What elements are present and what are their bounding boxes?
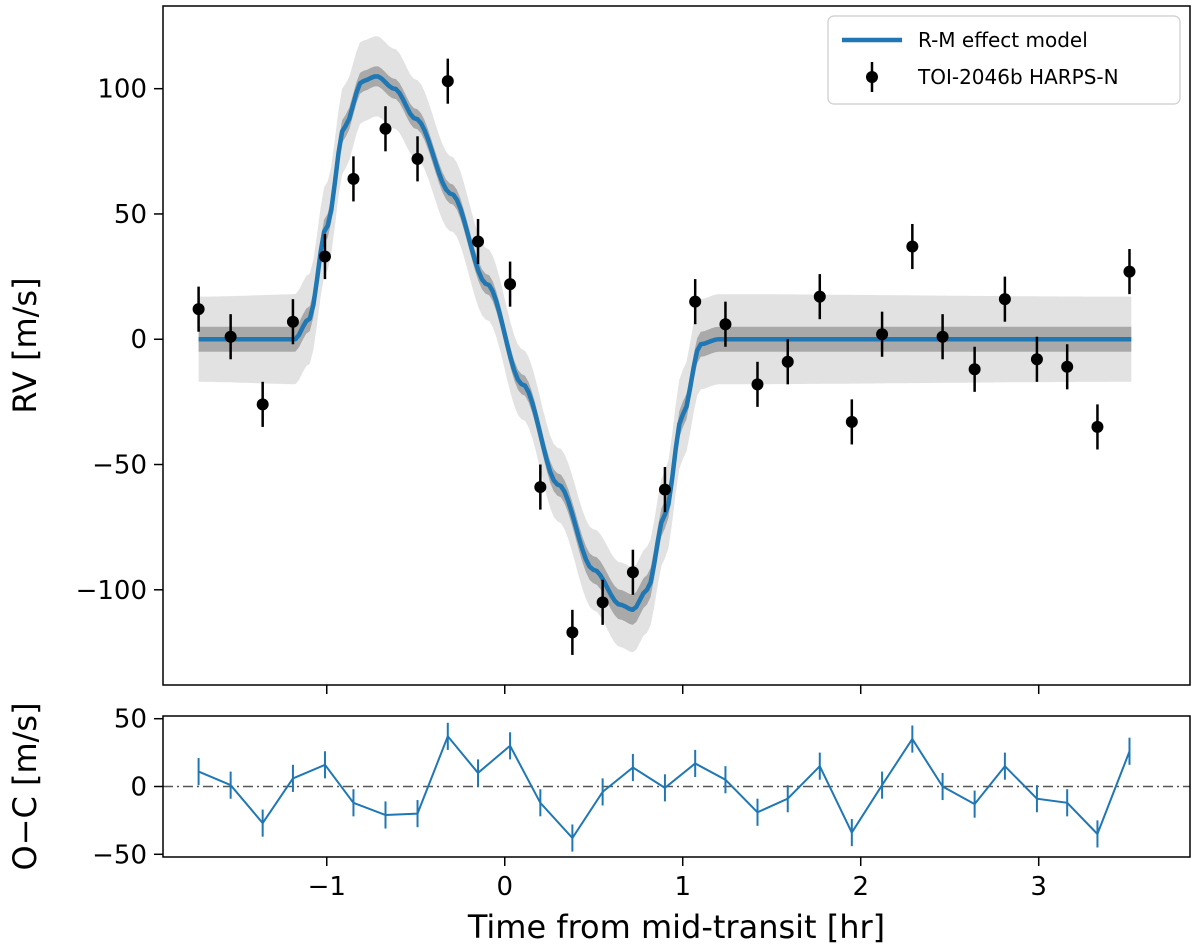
- x-tick-label: 3: [1030, 872, 1047, 902]
- y-tick-label: −100: [76, 576, 147, 606]
- model-uncertainty-bands: [198, 36, 1132, 653]
- rv-data-point: [689, 295, 702, 308]
- rv-data-point: [719, 318, 732, 331]
- legend: R-M effect model TOI-2046b HARPS-N: [827, 15, 1181, 105]
- residual-series: [197, 722, 1131, 852]
- residual-panel: −50 0 50 −1 0 1 2 3 O−C [m/s] Time from mid-tr…: [6, 702, 1191, 946]
- rv-data-point: [596, 596, 609, 609]
- residual-y-tick-label: 50: [114, 705, 147, 735]
- x-tick-label: 2: [852, 872, 869, 902]
- x-tick-label: −1: [308, 872, 346, 902]
- x-tick-label: 0: [496, 872, 513, 902]
- legend-model-label: R-M effect model: [918, 28, 1088, 52]
- residual-y-ticks: −50 0 50: [92, 705, 163, 870]
- rv-data-point: [813, 290, 826, 303]
- y-tick-label: 0: [130, 325, 147, 355]
- rv-data-point: [1061, 360, 1074, 373]
- rv-data-point: [534, 481, 547, 494]
- x-axis-label: Time from mid-transit [hr]: [467, 908, 885, 946]
- rv-data-point: [1091, 420, 1104, 433]
- rm-model-curve: [198, 74, 1132, 613]
- rv-data-point: [379, 122, 392, 135]
- rv-data-point: [411, 152, 424, 165]
- rv-data-point: [318, 250, 331, 263]
- legend-data-marker: [866, 71, 878, 83]
- residual-panel-frame: [162, 715, 1191, 858]
- residual-x-ticks: −1 0 1 2 3: [308, 857, 1047, 902]
- rv-data-point: [781, 355, 794, 368]
- rm-panel-frame: [162, 5, 1191, 686]
- rm-model-line: [198, 74, 1132, 613]
- y-tick-label: 50: [114, 200, 147, 230]
- rv-data-point: [998, 293, 1011, 306]
- rv-data-point: [347, 172, 360, 185]
- rv-data-point: [1123, 265, 1136, 278]
- rv-data-point: [566, 626, 579, 639]
- rv-data-point: [936, 330, 949, 343]
- rv-data-point: [906, 240, 919, 253]
- rv-data-point: [751, 378, 764, 391]
- rv-data-points: [192, 58, 1136, 655]
- rv-data-point: [504, 278, 517, 291]
- residual-y-tick-label: −50: [92, 840, 147, 870]
- y-tick-label: −50: [92, 451, 147, 481]
- rv-data-point: [192, 303, 205, 316]
- legend-data-label: TOI-2046b HARPS-N: [917, 65, 1119, 89]
- x-ticks: [326, 685, 1040, 694]
- rv-data-point: [256, 398, 269, 411]
- rv-data-point: [968, 363, 981, 376]
- y-axis-label: RV [m/s]: [6, 277, 44, 413]
- rv-data-point: [224, 330, 237, 343]
- y-tick-label: 100: [97, 75, 147, 105]
- legend-box: [827, 15, 1181, 105]
- rv-data-point: [286, 315, 299, 328]
- rv-data-point: [658, 483, 671, 496]
- residual-y-axis-label: O−C [m/s]: [6, 702, 44, 870]
- x-tick-label: 1: [674, 872, 691, 902]
- rv-data-point: [472, 235, 485, 248]
- rm-panel: −100 −50 0 50 100 RV [m/s]: [6, 5, 1191, 694]
- rv-data-point: [876, 328, 889, 341]
- rv-data-point: [1030, 353, 1043, 366]
- rv-data-point: [441, 75, 454, 88]
- residual-y-tick-label: 0: [130, 773, 147, 803]
- rv-data-point: [845, 415, 858, 428]
- y-ticks: −100 −50 0 50 100: [76, 75, 163, 606]
- rv-data-point: [626, 566, 639, 579]
